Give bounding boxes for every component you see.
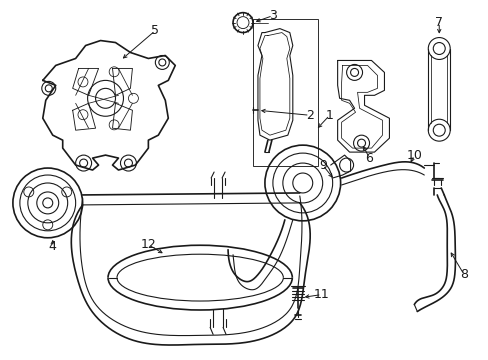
Text: 10: 10 — [406, 149, 422, 162]
Text: 8: 8 — [459, 268, 467, 281]
Text: 4: 4 — [49, 240, 57, 253]
Text: 9: 9 — [318, 158, 326, 172]
Bar — [252, 19, 317, 166]
Text: 7: 7 — [434, 16, 442, 29]
Text: 1: 1 — [325, 109, 333, 122]
Text: 5: 5 — [151, 24, 159, 37]
Text: 3: 3 — [268, 9, 276, 22]
Text: 12: 12 — [140, 238, 156, 251]
Text: 11: 11 — [313, 288, 329, 301]
Text: 6: 6 — [365, 152, 373, 165]
Text: 2: 2 — [305, 109, 313, 122]
